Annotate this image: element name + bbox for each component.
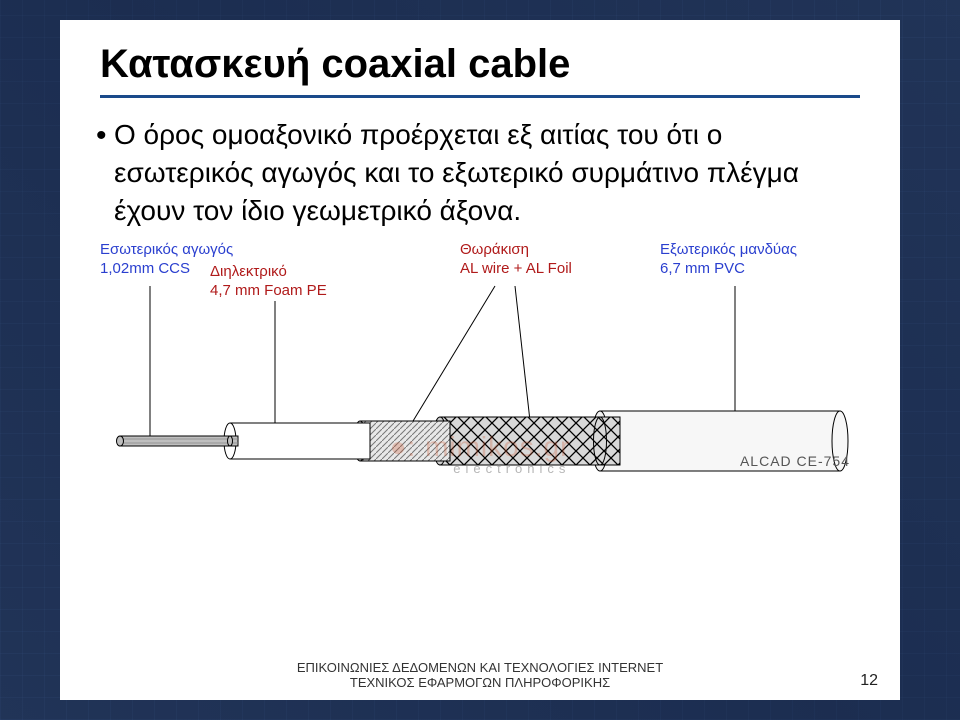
- label-dielectric: Διηλεκτρικό 4,7 mm Foam PE: [210, 263, 327, 301]
- label-line: 1,02mm CCS: [100, 260, 190, 277]
- label-line: 6,7 mm PVC: [660, 260, 745, 277]
- footer-line2: ΤΕΧΝΙΚΟΣ ΕΦΑΡΜΟΓΩΝ ΠΛΗΡΟΦΟΡΙΚΗΣ: [350, 675, 610, 690]
- label-line: AL wire + AL Foil: [460, 260, 572, 277]
- cable-brand-text: ALCAD CE-754: [740, 453, 850, 469]
- label-line: Θωράκιση: [460, 241, 529, 258]
- label-jacket: Εξωτερικός μανδύας 6,7 mm PVC: [660, 241, 797, 279]
- slide-footer: ΕΠΙΚΟΙΝΩΝΙΕΣ ΔΕΔΟΜΕΝΩΝ ΚΑΙ ΤΕΧΝΟΛΟΓΙΕΣ I…: [60, 660, 900, 690]
- bullet-paragraph: Ο όρος ομοαξονικό προέρχεται εξ αιτίας τ…: [100, 116, 860, 229]
- cable-drawing: [100, 381, 860, 501]
- footer-line1: ΕΠΙΚΟΙΝΩΝΙΕΣ ΔΕΔΟΜΕΝΩΝ ΚΑΙ ΤΕΧΝΟΛΟΓΙΕΣ I…: [297, 660, 663, 675]
- label-line: Εξωτερικός μανδύας: [660, 241, 797, 258]
- label-line: 4,7 mm Foam PE: [210, 282, 327, 299]
- label-line: Εσωτερικός αγωγός: [100, 241, 233, 258]
- coax-diagram: Εσωτερικός αγωγός 1,02mm CCS Διηλεκτρικό…: [100, 241, 860, 680]
- slide-title: Κατασκευή coaxial cable: [100, 42, 860, 87]
- label-line: Διηλεκτρικό: [210, 263, 287, 280]
- label-shield: Θωράκιση AL wire + AL Foil: [460, 241, 572, 279]
- diagram-labels: Εσωτερικός αγωγός 1,02mm CCS Διηλεκτρικό…: [100, 241, 860, 331]
- page-number: 12: [860, 672, 878, 690]
- slide-card: Κατασκευή coaxial cable Ο όρος ομοαξονικ…: [60, 20, 900, 700]
- title-divider: [100, 95, 860, 98]
